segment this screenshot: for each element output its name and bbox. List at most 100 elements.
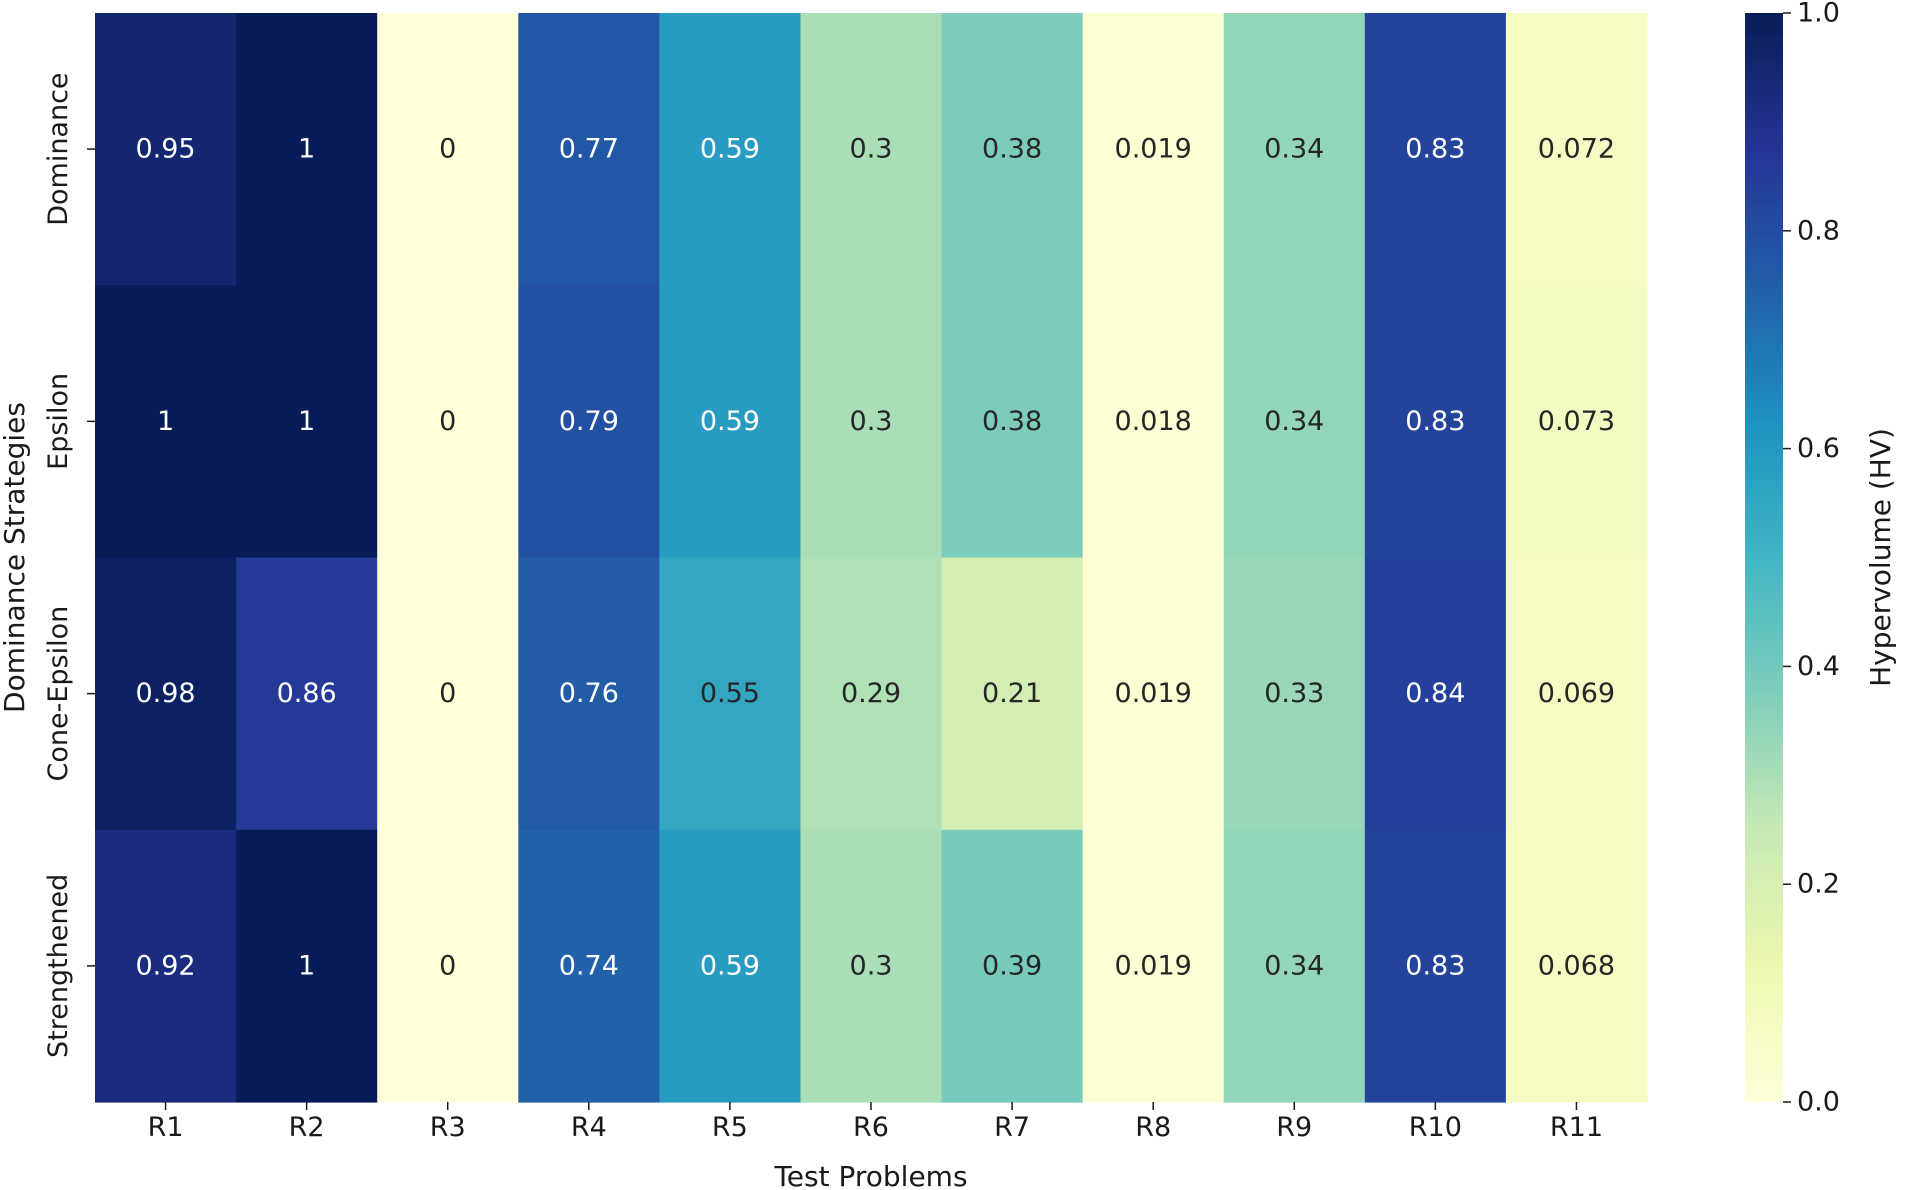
heatmap-cell bbox=[659, 829, 802, 1103]
cell-value-label: 0.76 bbox=[559, 678, 619, 709]
heatmap-cell bbox=[236, 829, 378, 1103]
x-tick-label: R5 bbox=[712, 1112, 748, 1143]
y-tick-label: Cone-Epsilon bbox=[43, 606, 74, 782]
cell-value-label: 0.84 bbox=[1405, 678, 1465, 709]
x-tick-label: R9 bbox=[1276, 1112, 1312, 1143]
colorbar-tick-label: 0.4 bbox=[1797, 651, 1840, 682]
heatmap-cell bbox=[1082, 829, 1225, 1103]
cell-value-label: 0.79 bbox=[559, 406, 619, 437]
cell-value-label: 0.83 bbox=[1405, 406, 1465, 437]
colorbar-tick-label: 1.0 bbox=[1797, 0, 1840, 29]
cell-value-label: 0.98 bbox=[135, 678, 195, 709]
heatmap-cell bbox=[236, 285, 378, 559]
x-tick-label: R1 bbox=[148, 1112, 184, 1143]
heatmap-cell bbox=[800, 285, 943, 559]
heatmap-cell bbox=[800, 13, 943, 286]
colorbar-tick-label: 0.2 bbox=[1797, 869, 1840, 900]
colorbar-ticks: 0.0 0.2 0.4 0.6 0.8 1.0 bbox=[1783, 0, 1840, 1118]
cell-value-label: 0.59 bbox=[700, 134, 760, 165]
heatmap-cell bbox=[95, 285, 237, 559]
y-tick-label: Epsilon bbox=[43, 373, 74, 470]
heatmap-cell bbox=[236, 557, 378, 831]
cell-value-label: 0 bbox=[439, 134, 456, 165]
heatmap-cell bbox=[1364, 557, 1507, 831]
cell-value-label: 0.77 bbox=[559, 134, 619, 165]
x-tick-label: R2 bbox=[289, 1112, 325, 1143]
colorbar-tick-label: 0.8 bbox=[1797, 215, 1840, 246]
cell-value-label: 1 bbox=[157, 406, 174, 437]
heatmap-cell bbox=[1082, 557, 1225, 831]
cell-value-label: 0.3 bbox=[850, 134, 893, 165]
heatmap-cell bbox=[1223, 285, 1366, 559]
heatmap-cell bbox=[941, 13, 1084, 286]
x-tick-label: R3 bbox=[430, 1112, 466, 1143]
heatmap-cell bbox=[659, 13, 802, 286]
x-tick-label: R8 bbox=[1135, 1112, 1171, 1143]
heatmap-cell bbox=[377, 557, 519, 831]
x-tick-label: R7 bbox=[994, 1112, 1030, 1143]
heatmap-cell bbox=[1505, 13, 1648, 286]
cell-value-label: 0.59 bbox=[700, 406, 760, 437]
cell-value-label: 0.95 bbox=[135, 134, 195, 165]
colorbar-tick-label: 0.6 bbox=[1797, 433, 1840, 464]
heatmap-cell bbox=[1364, 285, 1507, 559]
heatmap-cell bbox=[1082, 285, 1225, 559]
cell-value-label: 0.019 bbox=[1115, 950, 1192, 981]
x-axis-title: Test Problems bbox=[773, 1160, 967, 1190]
cell-value-label: 0.38 bbox=[982, 406, 1042, 437]
heatmap-cell bbox=[1364, 13, 1507, 286]
cell-value-label: 0.29 bbox=[841, 678, 901, 709]
colorbar-gradient bbox=[1745, 13, 1783, 1102]
x-tick-label: R10 bbox=[1409, 1112, 1462, 1143]
x-tick-label: R11 bbox=[1550, 1112, 1603, 1143]
cell-value-label: 0.019 bbox=[1115, 134, 1192, 165]
heatmap-cell bbox=[1505, 285, 1648, 559]
cell-value-label: 0 bbox=[439, 950, 456, 981]
cell-value-label: 0.59 bbox=[700, 950, 760, 981]
cell-value-label: 1 bbox=[298, 406, 315, 437]
heatmap-cell bbox=[941, 829, 1084, 1103]
heatmap-cell bbox=[518, 285, 660, 559]
heatmap-cell bbox=[377, 829, 519, 1103]
cell-value-label: 0.83 bbox=[1405, 134, 1465, 165]
heatmap-cell bbox=[1505, 557, 1648, 831]
cell-value-label: 0.072 bbox=[1538, 134, 1615, 165]
heatmap-cell bbox=[518, 829, 660, 1103]
cell-value-label: 0.39 bbox=[982, 950, 1042, 981]
cell-value-label: 0.55 bbox=[700, 678, 760, 709]
heatmap-cell bbox=[941, 285, 1084, 559]
cell-value-label: 1 bbox=[298, 950, 315, 981]
cell-value-label: 1 bbox=[298, 134, 315, 165]
heatmap-cell bbox=[377, 285, 519, 559]
y-tick-label: Dominance bbox=[43, 72, 74, 225]
cell-value-label: 0.073 bbox=[1538, 406, 1615, 437]
heatmap-cell bbox=[1223, 13, 1366, 286]
cell-value-label: 0.34 bbox=[1264, 134, 1324, 165]
y-axis-title: Dominance Strategies bbox=[0, 402, 31, 713]
heatmap-cell bbox=[800, 829, 943, 1103]
cell-value-label: 0 bbox=[439, 678, 456, 709]
colorbar-tick-label: 0.0 bbox=[1797, 1087, 1840, 1118]
heatmap-cell bbox=[941, 557, 1084, 831]
cell-value-label: 0.34 bbox=[1264, 950, 1324, 981]
heatmap-cell-labels: 0.95 1 0 0.77 0.59 0.3 0.38 0.019 0.34 0.83 0.072 1… bbox=[135, 134, 1615, 982]
heatmap-cells bbox=[95, 13, 1648, 1103]
heatmap-cell bbox=[1223, 557, 1366, 831]
cell-value-label: 0.86 bbox=[277, 678, 337, 709]
heatmap-cell bbox=[1364, 829, 1507, 1103]
cell-value-label: 0 bbox=[439, 406, 456, 437]
cell-value-label: 0.74 bbox=[559, 950, 619, 981]
x-axis: R1 R2 R3 R4 R5 R6 R7 R8 R9 R10 R11 bbox=[148, 1102, 1603, 1143]
heatmap-cell bbox=[95, 557, 237, 831]
heatmap-cell bbox=[377, 13, 519, 286]
heatmap-cell bbox=[1505, 829, 1648, 1103]
cell-value-label: 0.019 bbox=[1115, 678, 1192, 709]
heatmap-cell bbox=[800, 557, 943, 831]
cell-value-label: 0.3 bbox=[850, 950, 893, 981]
cell-value-label: 0.33 bbox=[1264, 678, 1324, 709]
heatmap-cell bbox=[1082, 13, 1225, 286]
cell-value-label: 0.3 bbox=[850, 406, 893, 437]
cell-value-label: 0.068 bbox=[1538, 950, 1615, 981]
cell-value-label: 0.018 bbox=[1115, 406, 1192, 437]
